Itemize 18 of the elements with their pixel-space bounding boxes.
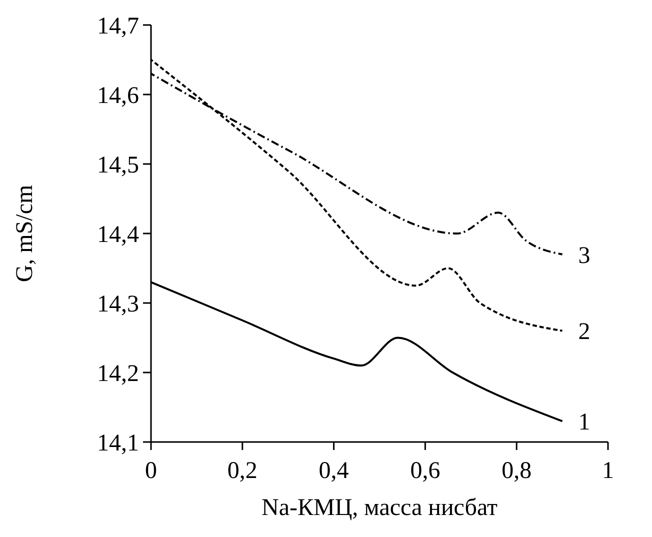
y-tick-label: 14,3 — [97, 291, 139, 318]
y-tick-label: 14,5 — [97, 152, 139, 178]
y-tick-label: 14,2 — [97, 360, 139, 387]
series-label: 3 — [578, 242, 590, 269]
x-tick-label: 0,6 — [410, 458, 440, 484]
x-tick-label: 1 — [602, 458, 614, 484]
x-axis-title: Na-КМЦ, масса нисбат — [262, 495, 498, 521]
y-tick-label: 14,4 — [97, 222, 139, 248]
y-axis-title: G, mS/cm — [12, 184, 38, 282]
series-label: 1 — [578, 410, 590, 436]
x-tick-label: 0,4 — [318, 458, 349, 484]
series-label: 2 — [578, 319, 590, 346]
y-tick-label: 14,7 — [97, 13, 139, 40]
x-tick-label: 0,2 — [227, 458, 258, 484]
x-tick-label: 0,8 — [502, 458, 532, 484]
x-tick-label: 0 — [145, 458, 157, 484]
y-tick-label: 14,1 — [97, 430, 139, 456]
y-tick-label: 14,6 — [97, 82, 139, 109]
